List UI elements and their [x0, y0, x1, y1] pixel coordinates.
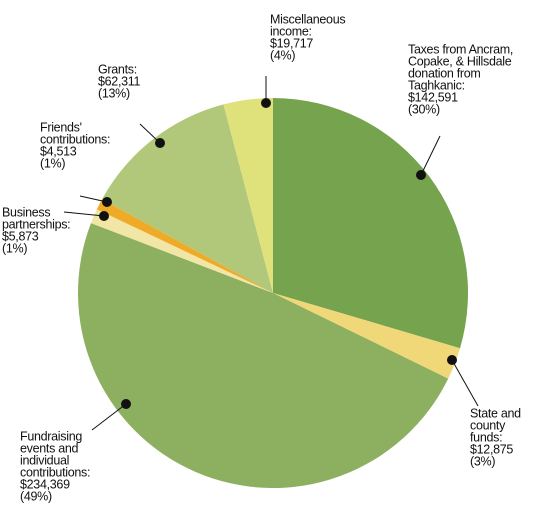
value-label: $12,875: [470, 442, 513, 456]
label-dot: [447, 355, 457, 365]
slice-label: contributions:: [20, 465, 90, 479]
slice-label: contributions:: [40, 132, 110, 146]
percent-label: (1%): [40, 156, 65, 170]
slice-label: individual: [20, 453, 69, 467]
leader-line: [451, 359, 479, 407]
value-label: $19,717: [270, 36, 313, 50]
percent-label: (13%): [98, 86, 130, 100]
value-label: $142,591: [408, 90, 458, 104]
label-dot: [155, 138, 165, 148]
slice-label: partnerships:: [2, 217, 70, 231]
label-dot: [102, 197, 112, 207]
leader-line: [420, 135, 441, 176]
slice-label: events and: [20, 441, 79, 455]
slice-label: donation from: [408, 66, 481, 80]
pie-slice: [90, 209, 274, 293]
pie-slice: [273, 98, 468, 349]
percent-label: (1%): [2, 241, 27, 255]
value-label: $234,369: [20, 477, 70, 491]
pie-slice: [223, 98, 273, 293]
value-label: $62,311: [98, 74, 141, 88]
slice-label: Copake, & Hillsdale: [408, 54, 512, 68]
pie-slice: [96, 199, 273, 293]
slice-label: county: [470, 418, 506, 432]
slice-label: Grants:: [98, 62, 137, 76]
pie-slice: [273, 293, 461, 379]
slice-label: State and: [470, 406, 521, 420]
value-label: $4,513: [40, 144, 77, 158]
slice-label: Taxes from Ancram,: [408, 42, 513, 56]
leader-line: [91, 403, 127, 431]
label-dot: [121, 399, 131, 409]
percent-label: (4%): [270, 48, 295, 62]
label-dot: [416, 170, 426, 180]
slice-label: income:: [270, 24, 312, 38]
pie-slice: [78, 223, 449, 488]
percent-label: (49%): [20, 489, 52, 503]
slice-label: Miscellaneous: [270, 12, 345, 26]
percent-label: (3%): [470, 454, 495, 468]
label-dot: [261, 98, 271, 108]
slice-label: Taghkanic:: [408, 78, 465, 92]
slice-label: Business: [2, 205, 50, 219]
percent-label: (30%): [408, 102, 440, 116]
leader-line: [63, 211, 105, 217]
slice-label: Friends': [40, 120, 82, 134]
slice-label: Fundraising: [20, 429, 82, 443]
value-label: $5,873: [2, 229, 39, 243]
slice-label: funds:: [470, 430, 502, 444]
pie-slice: [102, 104, 273, 294]
label-dot: [99, 211, 109, 221]
